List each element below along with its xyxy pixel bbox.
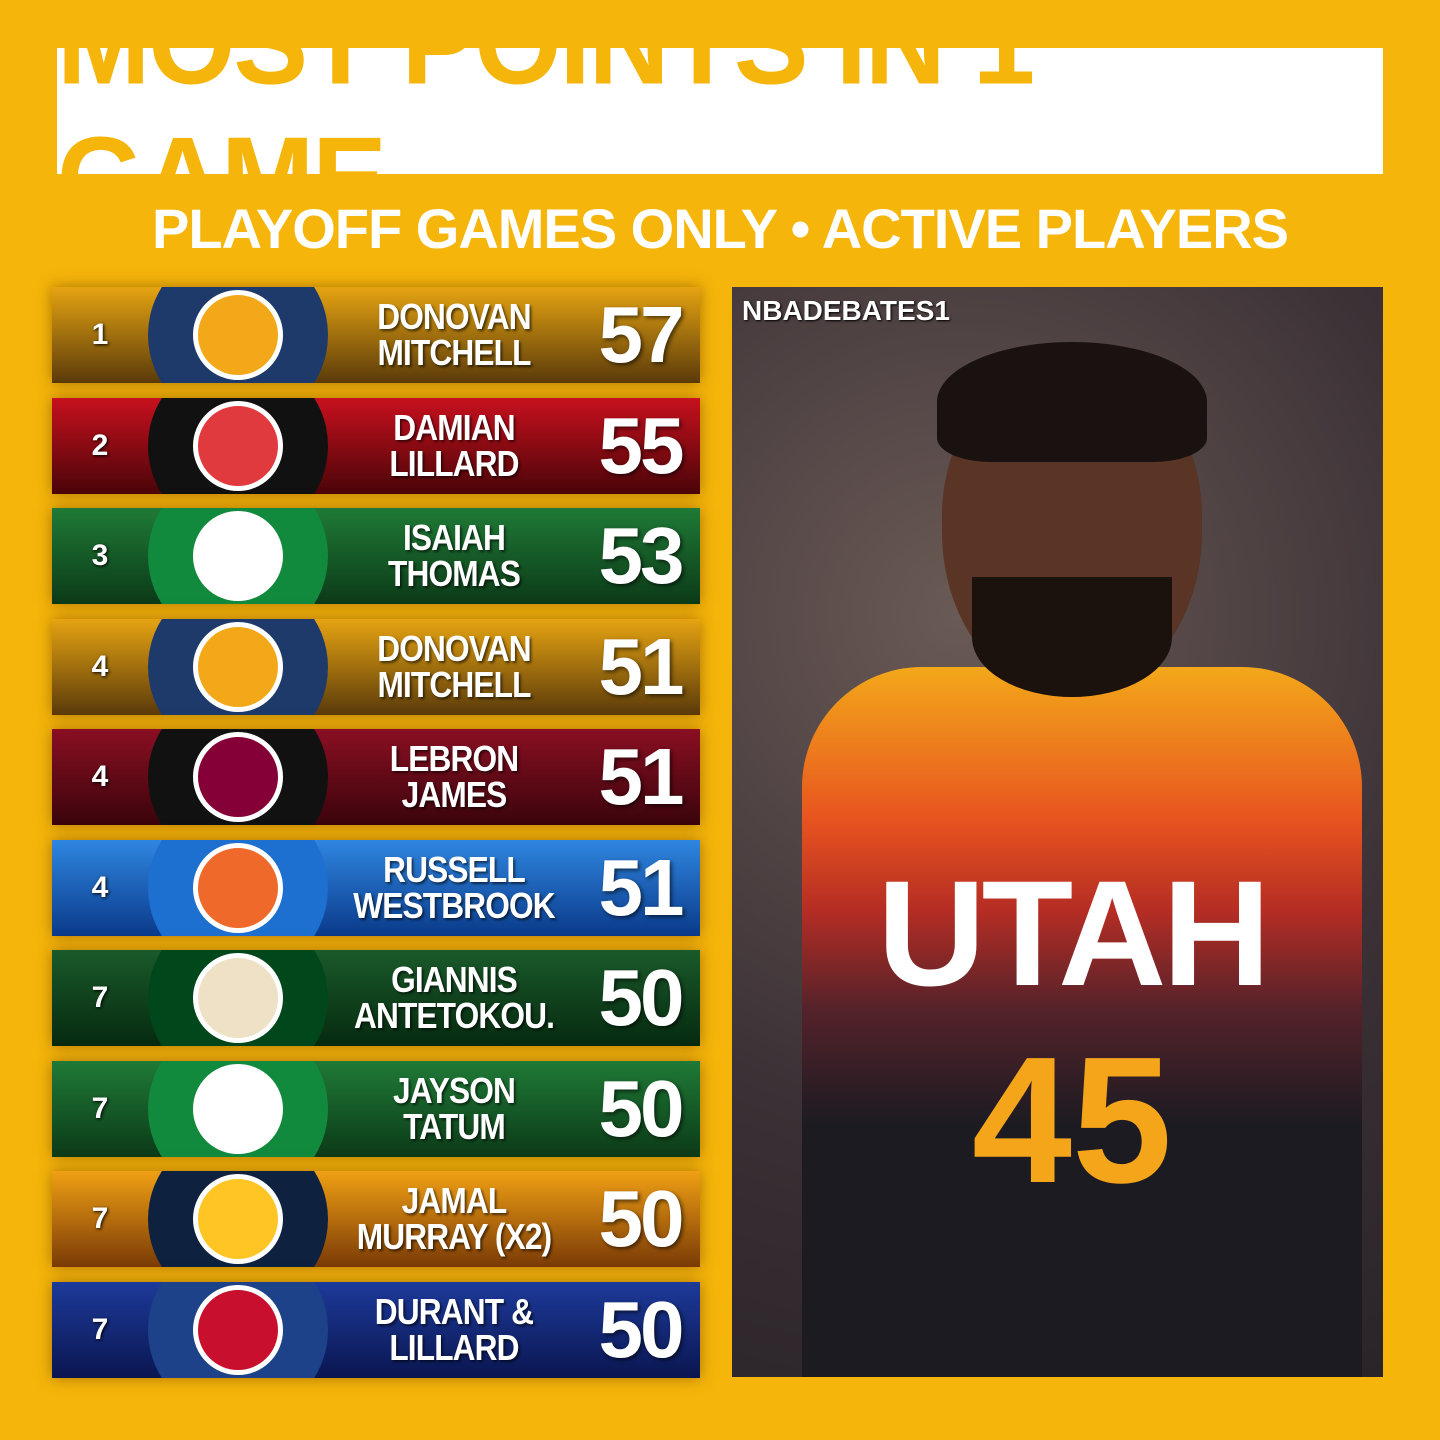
jersey-text: UTAH <box>877 849 1270 1017</box>
rank: 4 <box>91 760 109 793</box>
title-banner: MOST POINTS IN 1 GAME <box>57 0 1383 244</box>
watermark: NBADEBATES1 <box>742 295 950 326</box>
team-logo-icon <box>148 508 328 604</box>
leaderboard-row: 7 GIANNIS ANTETOKOU. 50 <box>52 950 700 1046</box>
player-name: LEBRON JAMES <box>389 738 519 815</box>
rank: 4 <box>91 649 109 683</box>
leaderboard-row: 3 ISAIAH THOMAS 53 <box>52 508 700 604</box>
leaderboard-row: 7 JAYSON TATUM 50 <box>52 1060 700 1157</box>
rank: 7 <box>91 1202 109 1235</box>
points: 51 <box>598 842 685 932</box>
team-logo-icon <box>148 1060 328 1157</box>
player-name: JAMAL MURRAY (X2) <box>356 1180 552 1257</box>
team-logo-icon <box>148 397 328 494</box>
player-name: GIANNIS ANTETOKOU. <box>353 959 555 1036</box>
points: 50 <box>598 1284 685 1374</box>
points: 53 <box>598 511 685 600</box>
points: 55 <box>598 400 685 490</box>
team-logo-icon <box>148 287 328 383</box>
rank: 7 <box>91 1312 109 1346</box>
leaderboard-row: 4 LEBRON JAMES 51 <box>52 729 700 825</box>
leaderboard-row: 4 DONOVAN MITCHELL 51 <box>52 618 700 715</box>
player-name: DONOVAN MITCHELL <box>377 296 531 373</box>
team-logo-icon <box>148 1171 328 1267</box>
leaderboard-row: 2 DAMIAN LILLARD 55 <box>52 397 700 494</box>
player-name: RUSSELL WESTBROOK <box>353 848 555 926</box>
page-title: MOST POINTS IN 1 GAME <box>57 0 1035 245</box>
leaderboard-row: 4 RUSSELL WESTBROOK 51 <box>52 839 700 936</box>
points: 50 <box>598 1063 685 1153</box>
points: 51 <box>598 732 685 821</box>
subtitle: PLAYOFF GAMES ONLY • ACTIVE PLAYERS <box>152 197 1289 260</box>
player-name: JAYSON TATUM <box>392 1069 516 1147</box>
rank: 7 <box>91 1091 109 1125</box>
team-logo-icon <box>148 950 328 1046</box>
jersey-number: 45 <box>971 1020 1173 1221</box>
points: 57 <box>598 290 685 379</box>
rank: 1 <box>91 318 109 351</box>
player-beard <box>972 577 1172 697</box>
team-logo-icon <box>148 1281 328 1378</box>
points: 50 <box>598 953 685 1042</box>
team-logo-icon <box>148 839 328 936</box>
rank: 2 <box>91 428 109 462</box>
player-name: ISAIAH THOMAS <box>388 517 521 594</box>
leaderboard-row: 7 JAMAL MURRAY (X2) 50 <box>52 1171 700 1267</box>
rank: 3 <box>91 539 109 572</box>
jersey <box>802 667 1362 1377</box>
rank: 4 <box>91 870 109 904</box>
points: 50 <box>598 1174 685 1263</box>
player-photo: UTAH 45 NBADEBATES1 <box>732 287 1383 1377</box>
leaderboard-row: 1 DONOVAN MITCHELL 57 <box>52 287 700 383</box>
player-name: DAMIAN LILLARD <box>389 406 519 484</box>
rank: 7 <box>91 981 109 1014</box>
leaderboard-row: 7 DURANT & LILLARD 50 <box>52 1281 700 1378</box>
player-hair <box>937 342 1207 462</box>
player-name: DONOVAN MITCHELL <box>377 627 531 705</box>
player-name: DURANT & LILLARD <box>374 1290 534 1368</box>
team-logo-icon <box>148 618 328 715</box>
points: 51 <box>598 621 685 711</box>
team-logo-icon <box>148 729 328 825</box>
